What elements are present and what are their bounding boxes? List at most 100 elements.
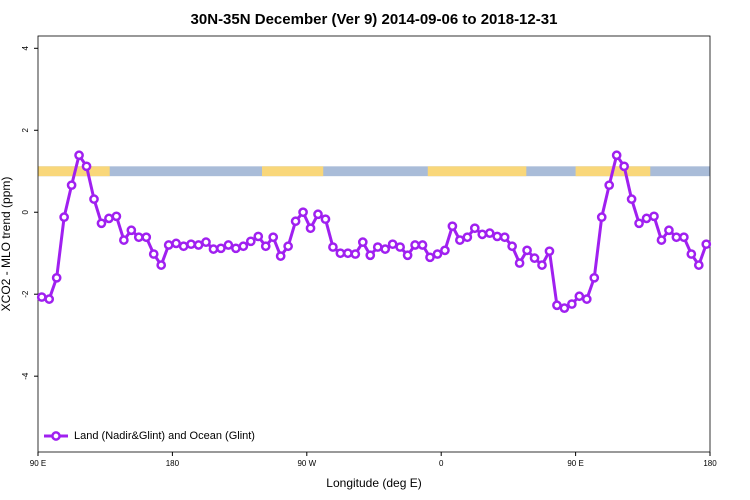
- data-point: [298, 207, 308, 218]
- data-point: [104, 213, 114, 224]
- y-tick-label: -4: [21, 372, 30, 380]
- data-point: [320, 214, 331, 225]
- data-point: [111, 211, 122, 222]
- data-point: [559, 303, 570, 313]
- data-point: [664, 225, 674, 236]
- data-point: [649, 211, 659, 222]
- data-point: [283, 241, 293, 252]
- data-point: [350, 249, 361, 259]
- x-tick-label: 180: [166, 459, 180, 468]
- data-point: [193, 240, 204, 250]
- data-point: [163, 240, 174, 250]
- data-point: [440, 245, 450, 256]
- data-point: [455, 235, 465, 245]
- data-point: [425, 252, 435, 263]
- data-point: [365, 250, 376, 261]
- data-point: [484, 228, 495, 238]
- data-point: [402, 250, 413, 261]
- legend-marker: [51, 431, 61, 441]
- data-point: [290, 216, 301, 227]
- data-point: [372, 242, 383, 252]
- data-point: [208, 244, 219, 254]
- data-point: [589, 272, 600, 283]
- y-tick-label: 2: [21, 127, 30, 132]
- x-tick-label: 90 W: [297, 459, 316, 468]
- data-point: [514, 258, 525, 268]
- data-point: [51, 272, 62, 283]
- data-point: [679, 232, 689, 243]
- data-point: [567, 299, 577, 309]
- ocean-band: [38, 166, 710, 177]
- y-tick-label: -2: [21, 290, 30, 298]
- data-point: [223, 240, 234, 250]
- data-point: [552, 300, 562, 311]
- data-point: [171, 238, 181, 249]
- data-point: [36, 292, 47, 302]
- y-axis-label: XCO2 - MLO trend (ppm): [0, 177, 13, 312]
- x-tick-label: 0: [439, 459, 444, 468]
- data-point: [581, 294, 592, 304]
- data-point: [395, 242, 405, 252]
- data-point: [544, 246, 555, 257]
- data-point: [275, 251, 286, 261]
- data-point: [59, 212, 69, 223]
- x-axis-label: Longitude (deg E): [326, 476, 421, 490]
- data-point: [611, 150, 622, 161]
- data-point: [253, 231, 264, 242]
- data-point: [216, 243, 226, 254]
- data-point: [156, 260, 167, 270]
- legend-label: Land (Nadir&Glint) and Ocean (Glint): [74, 430, 255, 442]
- data-point: [522, 245, 532, 256]
- data-point: [469, 223, 480, 234]
- land-band: [262, 166, 324, 177]
- data-point: [231, 243, 241, 254]
- data-point: [634, 218, 644, 229]
- data-point: [133, 232, 144, 243]
- data-point: [260, 241, 271, 252]
- y-tick-label: 0: [21, 209, 30, 214]
- data-point: [410, 240, 420, 250]
- data-point: [492, 231, 503, 242]
- data-point: [74, 150, 84, 161]
- data-point: [701, 239, 712, 250]
- data-point: [305, 223, 316, 234]
- data-point: [66, 180, 77, 191]
- data-point: [596, 212, 607, 223]
- land-band: [427, 166, 527, 177]
- data-point: [686, 249, 697, 259]
- data-point: [574, 291, 585, 302]
- data-point: [447, 221, 458, 232]
- data-point: [656, 235, 667, 245]
- x-tick-label: 180: [703, 459, 717, 468]
- x-tick-label: 90 E: [30, 459, 46, 468]
- data-point: [96, 218, 107, 229]
- data-point: [81, 161, 92, 172]
- data-point: [126, 225, 137, 236]
- data-point: [357, 237, 368, 248]
- data-point: [693, 260, 704, 270]
- data-point: [201, 237, 211, 248]
- data-point: [507, 241, 517, 252]
- data-point: [499, 232, 510, 243]
- data-point: [604, 180, 615, 191]
- data-point: [417, 240, 428, 250]
- data-point: [141, 232, 152, 243]
- y-tick-label: 4: [21, 46, 30, 51]
- data-point: [186, 239, 196, 250]
- data-point: [387, 239, 398, 250]
- data-point: [529, 253, 540, 263]
- data-point: [619, 161, 629, 172]
- data-point: [148, 249, 159, 259]
- data-point: [380, 244, 391, 254]
- data-point: [335, 248, 346, 259]
- data-point: [89, 194, 99, 204]
- data-point: [537, 260, 547, 270]
- data-point: [626, 194, 637, 204]
- data-point: [245, 236, 256, 247]
- data-point: [268, 232, 279, 243]
- data-point: [328, 242, 338, 252]
- data-line: [41, 151, 708, 310]
- data-point: [238, 241, 249, 252]
